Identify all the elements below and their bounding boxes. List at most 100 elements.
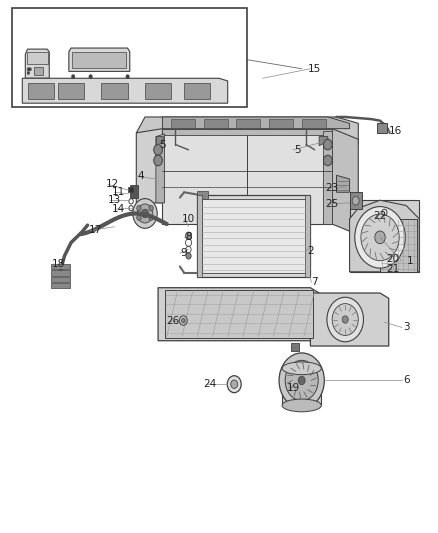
Text: 12: 12: [106, 179, 119, 189]
Text: 25: 25: [325, 199, 339, 209]
Circle shape: [141, 209, 148, 217]
Polygon shape: [319, 136, 328, 146]
Text: 21: 21: [386, 264, 400, 274]
Text: 8: 8: [185, 232, 192, 243]
Text: 11: 11: [112, 187, 126, 197]
Bar: [197, 195, 311, 277]
Bar: [12, 8, 247, 108]
Circle shape: [154, 144, 162, 155]
Circle shape: [71, 75, 75, 79]
Circle shape: [149, 215, 153, 220]
Circle shape: [227, 376, 241, 393]
Circle shape: [375, 231, 385, 244]
Bar: [162, 128, 332, 135]
Text: 14: 14: [112, 204, 126, 214]
Bar: [377, 123, 388, 133]
Polygon shape: [156, 134, 165, 203]
Polygon shape: [311, 293, 389, 346]
Circle shape: [332, 304, 358, 335]
Circle shape: [27, 68, 30, 71]
Circle shape: [126, 75, 129, 79]
Text: 19: 19: [286, 383, 300, 393]
Circle shape: [285, 360, 318, 401]
Circle shape: [361, 214, 399, 261]
Text: 6: 6: [403, 375, 410, 385]
Circle shape: [185, 232, 191, 239]
Bar: [380, 219, 417, 272]
Ellipse shape: [282, 399, 321, 412]
Polygon shape: [162, 128, 332, 224]
Bar: [51, 283, 70, 288]
Text: 22: 22: [374, 211, 387, 221]
Text: 16: 16: [389, 126, 402, 136]
Bar: [305, 195, 311, 277]
Polygon shape: [136, 128, 162, 203]
Text: 18: 18: [51, 259, 64, 269]
Text: 26: 26: [167, 316, 180, 326]
Polygon shape: [336, 175, 350, 192]
Polygon shape: [332, 128, 358, 235]
Polygon shape: [69, 48, 130, 71]
Text: 9: 9: [181, 248, 187, 259]
Polygon shape: [25, 49, 49, 78]
Circle shape: [137, 215, 141, 220]
Bar: [34, 67, 43, 75]
Bar: [302, 119, 325, 127]
Text: 1: 1: [407, 256, 414, 266]
Polygon shape: [282, 368, 321, 406]
Text: 4: 4: [138, 172, 144, 181]
Bar: [27, 52, 47, 64]
Bar: [72, 52, 126, 68]
Bar: [145, 83, 171, 99]
Polygon shape: [165, 290, 313, 338]
Text: 5: 5: [159, 140, 166, 150]
Polygon shape: [158, 288, 319, 341]
Circle shape: [342, 316, 348, 323]
Bar: [201, 199, 306, 273]
Circle shape: [231, 380, 238, 389]
Bar: [269, 119, 293, 127]
Text: 13: 13: [108, 195, 121, 205]
Bar: [130, 185, 138, 198]
Circle shape: [149, 206, 153, 211]
Text: 2: 2: [307, 246, 314, 256]
Circle shape: [27, 71, 30, 75]
Text: 24: 24: [204, 379, 217, 389]
Bar: [51, 264, 70, 269]
Text: 17: 17: [88, 225, 102, 236]
Polygon shape: [22, 78, 228, 103]
Text: 10: 10: [182, 214, 195, 224]
Circle shape: [182, 318, 185, 322]
Bar: [291, 343, 299, 351]
Bar: [128, 187, 133, 192]
Polygon shape: [156, 136, 163, 146]
Circle shape: [323, 139, 332, 150]
Circle shape: [137, 206, 141, 211]
Bar: [171, 119, 195, 127]
Circle shape: [186, 253, 191, 259]
Bar: [58, 83, 84, 99]
Bar: [197, 191, 208, 199]
Bar: [184, 83, 210, 99]
Bar: [51, 277, 70, 282]
Polygon shape: [162, 117, 350, 128]
Circle shape: [89, 75, 92, 79]
Circle shape: [298, 376, 305, 385]
Circle shape: [355, 207, 405, 268]
Bar: [237, 119, 260, 127]
Polygon shape: [323, 131, 332, 224]
Text: 5: 5: [294, 145, 300, 155]
Text: 3: 3: [403, 322, 410, 333]
Circle shape: [279, 353, 324, 408]
Text: 15: 15: [308, 64, 321, 74]
Polygon shape: [136, 117, 358, 144]
Circle shape: [323, 155, 332, 166]
Circle shape: [29, 68, 32, 71]
Bar: [350, 192, 362, 209]
Circle shape: [352, 197, 359, 205]
Circle shape: [133, 199, 157, 228]
Polygon shape: [350, 200, 419, 272]
Circle shape: [327, 297, 364, 342]
Bar: [204, 119, 228, 127]
Text: 20: 20: [386, 254, 399, 263]
